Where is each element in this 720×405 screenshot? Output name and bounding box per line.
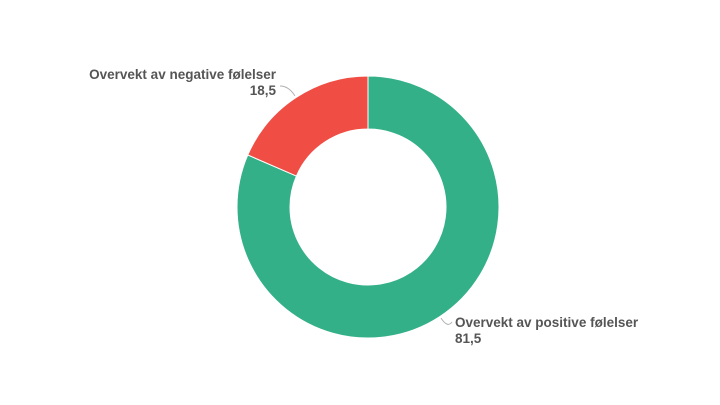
leader-line-1 <box>279 85 296 97</box>
slice-label-negative-value: 18,5 <box>250 83 277 98</box>
slice-label-positive-name: Overvekt av positive følelser <box>455 315 639 330</box>
leader-line-0 <box>440 317 453 325</box>
slice-1 <box>247 75 369 177</box>
slices-layer <box>236 75 500 339</box>
slice-label-negative-name: Overvekt av negative følelser <box>89 67 277 82</box>
slice-0 <box>236 75 500 339</box>
leader-lines <box>279 85 453 325</box>
slice-label-positive-value: 81,5 <box>455 331 482 346</box>
